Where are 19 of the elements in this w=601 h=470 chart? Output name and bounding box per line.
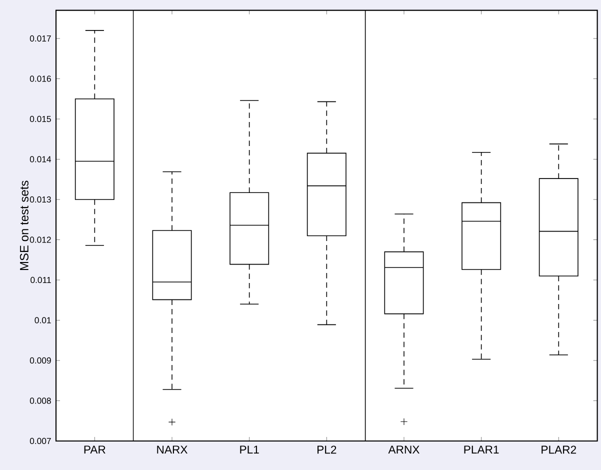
y-tick-label: 0.016	[30, 76, 51, 82]
x-tick-label: PLAR2	[542, 446, 576, 454]
y-tick-label: 0.007	[30, 438, 51, 444]
y-tick-label: 0.015	[30, 116, 51, 122]
y-tick-label: 0.014	[30, 156, 52, 162]
x-tick-label: PL2	[318, 446, 336, 454]
x-tick-label: ARNX	[388, 446, 420, 454]
x-tick-label: PAR	[84, 446, 106, 454]
y-tick-label: 0.011	[30, 276, 51, 284]
y-tick-label: 0.012	[30, 236, 51, 243]
y-tick-label: 0.01	[34, 317, 51, 324]
y-tick-label: 0.013	[30, 196, 51, 203]
y-tick-label: 0.008	[30, 398, 51, 404]
x-tick-label: PL1	[240, 446, 259, 454]
y-axis-title: MSE on test sets	[20, 180, 28, 270]
y-tick-label: 0.017	[30, 35, 51, 42]
x-tick-label: PLAR1	[464, 446, 499, 454]
y-tick-label: 0.009	[30, 357, 51, 364]
x-tick-label: NARX	[157, 446, 188, 454]
